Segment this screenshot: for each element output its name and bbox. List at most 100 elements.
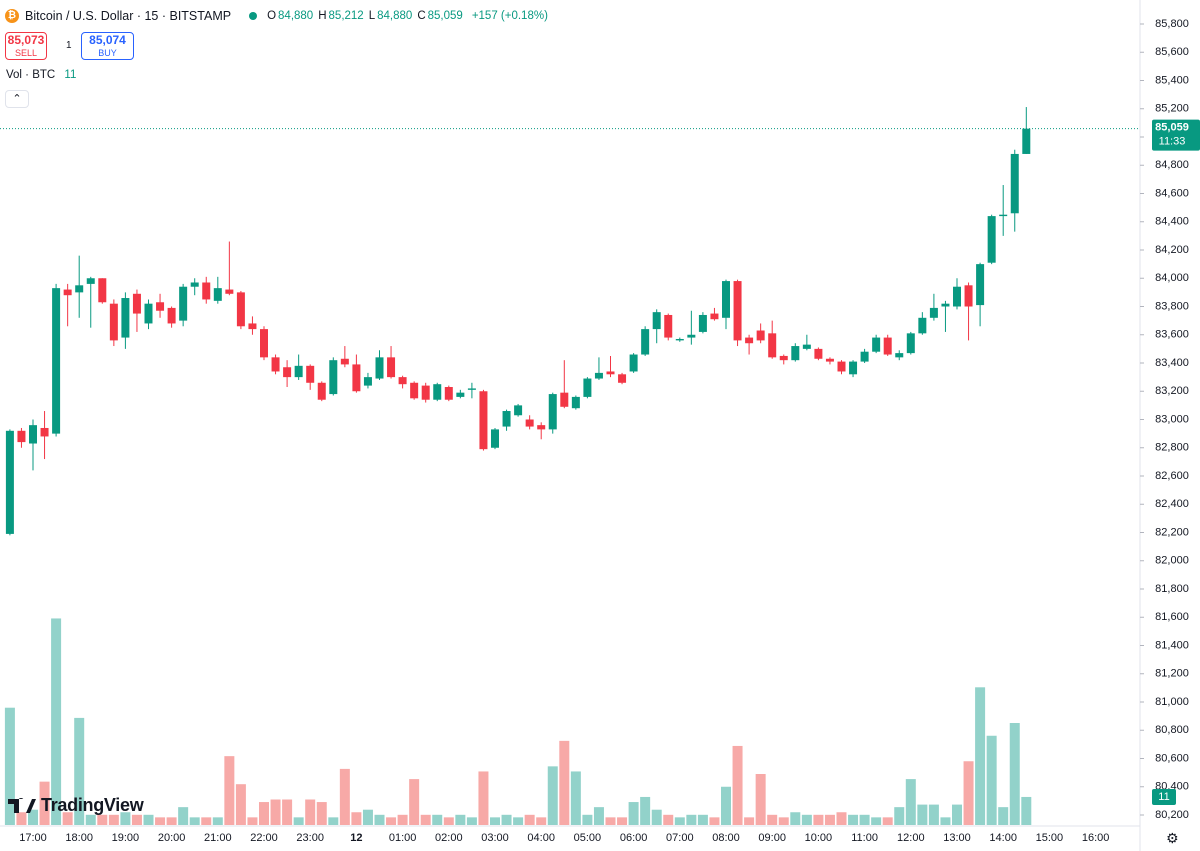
volume-bar [247,817,258,825]
volume-bar [39,781,50,825]
x-tick-label: 18:00 [65,832,93,844]
market-status-dot [249,12,258,20]
volume-bar [409,779,420,825]
candle-body [398,377,407,385]
x-tick-label: 22:00 [250,832,278,844]
last-volume-tag [1152,788,1176,805]
ohlc-key: C [417,10,426,22]
candle-body [571,396,580,409]
candle-body [756,330,765,341]
x-tick-label: 19:00 [112,832,140,844]
ohlc-value: 85,059 [427,10,463,22]
candle-body [375,357,384,379]
volume-bar [1021,796,1032,825]
volume-bar [432,814,443,825]
volume-bar [732,745,743,825]
y-tick-label: 82,200 [1155,526,1189,538]
candle-body [144,303,153,324]
candle-body [121,298,130,338]
candle-body [248,323,257,330]
x-tick-label: 13:00 [943,832,971,844]
volume-bar [940,817,951,825]
volume-bar [143,814,154,825]
candle-body [491,429,499,448]
collapse-button[interactable]: ⌃ [5,90,29,108]
candle-body [537,425,546,430]
candle-body [156,302,165,311]
candle-body [75,285,84,293]
volume-bar [882,817,893,825]
symbol-title[interactable]: Bitcoin / U.S. Dollar · 15 · BITSTAMP [25,9,232,23]
candle-body [29,425,37,444]
y-tick-label: 82,800 [1155,442,1189,454]
sell-price: 85,073 [7,33,45,47]
volume-bar [4,707,15,825]
y-tick-label: 80,600 [1155,752,1189,764]
volume-bar [28,809,38,825]
candle-body [421,385,430,400]
logo-mark [8,797,36,813]
candle-body [63,289,72,296]
candle-body [5,430,14,534]
y-tick-label: 82,600 [1155,470,1189,482]
volume-bar [374,814,385,825]
candle-body [433,384,442,400]
candle-body [17,430,26,443]
y-tick-label: 80,800 [1155,724,1189,736]
settings-icon[interactable]: ⚙ [1166,830,1179,846]
volume-bar [166,817,177,825]
candle-body [976,264,985,306]
candle-body [456,392,465,397]
volume-value: 11 [64,69,77,81]
volume-bar [686,814,697,825]
candle-body [733,281,742,341]
volume-bar [270,799,281,825]
x-tick-label: 16:00 [1082,832,1110,844]
candle-body [918,317,927,334]
volume-bars [4,618,1032,825]
volume-bar [871,817,882,825]
candle-body [363,377,372,386]
volume-bar [212,817,223,825]
volume-bar [617,817,628,825]
volume-bar [131,814,142,825]
volume-bar [455,814,466,825]
y-tick-label: 81,600 [1155,611,1189,623]
volume-bar [790,812,801,825]
volume-bar [62,812,73,825]
candle-body [594,372,603,379]
buy-price: 85,074 [89,33,126,47]
volume-bar [559,740,570,825]
candle-body [502,411,511,427]
candle-body [999,214,1008,217]
ohlc-value: 84,880 [278,10,314,22]
candle-body [225,289,234,294]
ohlc-legend: O 84,880 H 85,212 L 84,880 C 85,059 [267,10,466,22]
volume-bar [755,774,766,825]
last-price-tag [1152,119,1200,151]
logo: TradingView [8,795,144,816]
x-tick-label: 02:00 [435,832,463,844]
candle-body [560,392,569,407]
sell-label: SELL [14,48,38,58]
x-tick-label: 12:00 [897,832,925,844]
candle-body [895,353,904,358]
candle-body [236,292,245,327]
last-volume-label: 11 [1158,791,1169,803]
sell-button[interactable]: 85,073 SELL [5,32,47,60]
candle-body [825,358,834,362]
candle-body [167,307,176,324]
candle-body [271,357,280,372]
volume-bar [952,804,962,825]
volume-bar [97,814,108,825]
candle-body [583,378,592,397]
buy-button[interactable]: 85,074 BUY [81,32,134,60]
candle-body [352,364,361,392]
volume-bar [836,812,847,825]
candle-body [883,337,892,355]
ohlc-key: O [267,10,277,22]
candle-body [52,288,61,434]
candle-body [964,285,973,307]
volume-bar [155,817,166,825]
